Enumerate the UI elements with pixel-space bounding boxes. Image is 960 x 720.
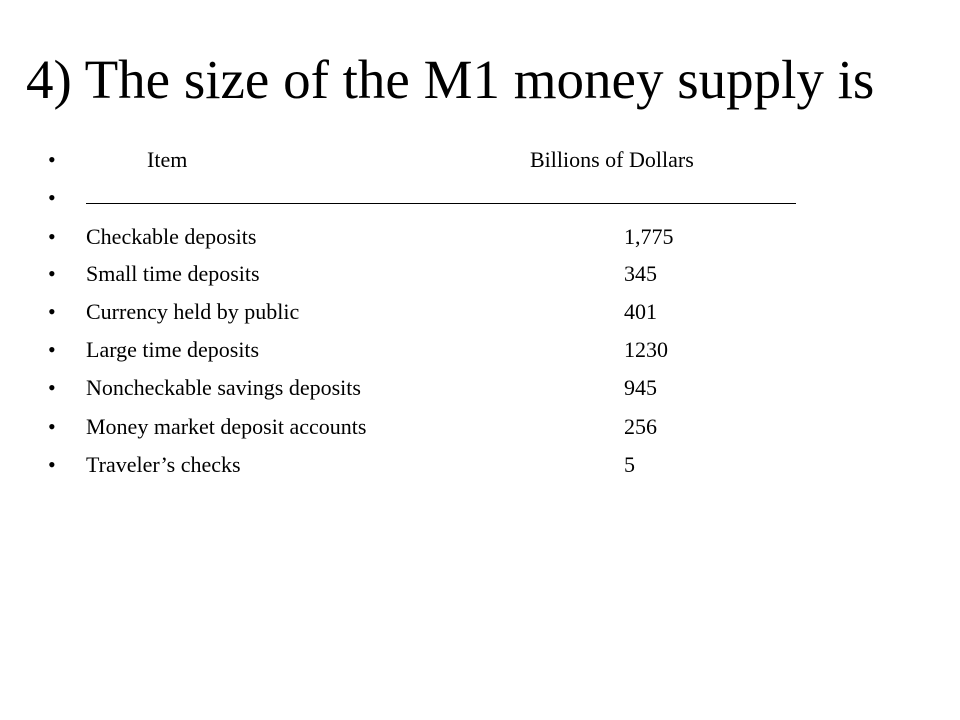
item-value: 5: [624, 452, 635, 477]
header-row: • Item Billions of Dollars: [0, 141, 960, 179]
list-item: • Large time deposits 1230: [0, 331, 960, 369]
item-label: Money market deposit accounts: [86, 414, 367, 439]
bullet: •: [48, 224, 56, 249]
column-header-item: Item: [147, 147, 188, 172]
item-label: Traveler’s checks: [86, 452, 241, 477]
item-label: Checkable deposits: [86, 224, 257, 249]
item-value: 345: [624, 261, 657, 286]
list-item: • Traveler’s checks 5: [0, 446, 960, 484]
divider-row: •: [0, 179, 960, 217]
column-header-amount: Billions of Dollars: [530, 147, 694, 172]
bullet: •: [48, 299, 56, 324]
item-value: 945: [624, 375, 657, 400]
slide-title: 4) The size of the M1 money supply is: [26, 49, 875, 110]
item-value: 1230: [624, 337, 668, 362]
bullet: •: [48, 452, 56, 477]
bullet: •: [48, 414, 56, 439]
item-label: Noncheckable savings deposits: [86, 375, 361, 400]
list-item: • Currency held by public 401: [0, 293, 960, 331]
list-item: • Money market deposit accounts 256: [0, 408, 960, 446]
bullet: •: [48, 375, 56, 400]
item-label: Large time deposits: [86, 337, 260, 362]
item-value: 256: [624, 414, 657, 439]
bullet: •: [48, 185, 56, 210]
item-value: 1,775: [624, 224, 674, 249]
item-label: Currency held by public: [86, 299, 300, 324]
list-item: • Small time deposits 345: [0, 255, 960, 293]
list-item: • Checkable deposits 1,775: [0, 218, 960, 256]
bullet: •: [48, 337, 56, 362]
bullet: •: [48, 147, 56, 172]
list-item: • Noncheckable savings deposits 945: [0, 369, 960, 407]
bullet: •: [48, 261, 56, 286]
item-label: Small time deposits: [86, 261, 260, 286]
divider-line: [86, 203, 796, 204]
item-value: 401: [624, 299, 657, 324]
